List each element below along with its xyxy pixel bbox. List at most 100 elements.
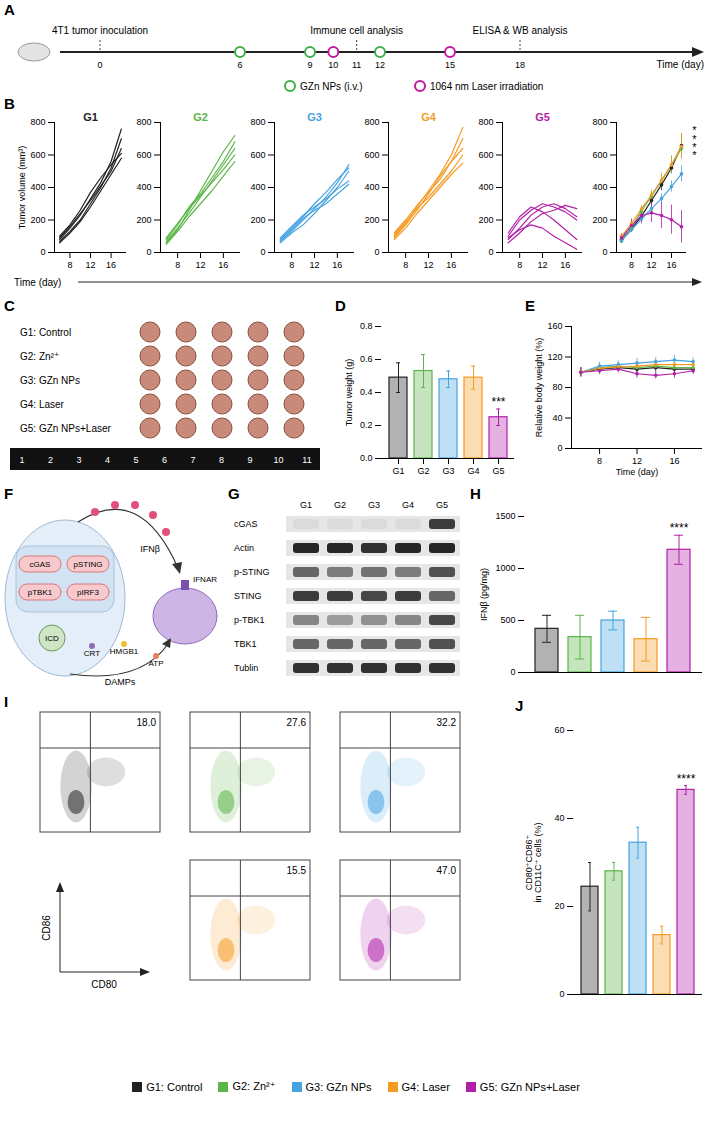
svg-text:DAMPs: DAMPs: [105, 677, 136, 687]
svg-text:G4: Laser: G4: Laser: [20, 399, 65, 410]
svg-text:16: 16: [666, 260, 676, 270]
svg-text:IFNAR: IFNAR: [193, 575, 217, 584]
svg-text:CD86: CD86: [41, 915, 52, 941]
svg-text:0: 0: [146, 247, 151, 257]
svg-text:47.0: 47.0: [437, 865, 457, 876]
svg-text:16: 16: [560, 260, 570, 270]
svg-text:IFNβ (pg/mg): IFNβ (pg/mg): [479, 568, 489, 621]
svg-text:STING: STING: [234, 591, 262, 601]
svg-text:0: 0: [374, 247, 379, 257]
svg-text:0: 0: [260, 247, 265, 257]
svg-text:G2: G2: [417, 466, 429, 476]
svg-text:600: 600: [136, 150, 151, 160]
svg-text:11: 11: [352, 60, 361, 70]
svg-text:200: 200: [250, 215, 265, 225]
svg-text:12: 12: [646, 260, 656, 270]
svg-text:G5: G5: [535, 111, 550, 123]
svg-text:0.4: 0.4: [360, 387, 373, 397]
svg-text:12: 12: [423, 260, 433, 270]
svg-text:G5: G5: [436, 500, 448, 510]
svg-text:800: 800: [364, 117, 379, 127]
svg-text:ATP: ATP: [149, 659, 164, 668]
svg-text:0: 0: [97, 60, 102, 70]
svg-text:IFNβ: IFNβ: [140, 544, 160, 554]
svg-text:0.8: 0.8: [360, 321, 373, 331]
svg-text:Tublin: Tublin: [234, 663, 258, 673]
svg-text:400: 400: [30, 182, 45, 192]
svg-text:15.5: 15.5: [287, 865, 307, 876]
svg-text:800: 800: [136, 117, 151, 127]
svg-text:HMGB1: HMGB1: [110, 647, 139, 656]
svg-text:p-TBK1: p-TBK1: [234, 615, 265, 625]
svg-text:Tumor volume (mm³): Tumor volume (mm³): [17, 146, 27, 230]
svg-text:Relative body weight (%): Relative body weight (%): [534, 338, 544, 438]
svg-text:10: 10: [328, 60, 338, 70]
svg-text:18.0: 18.0: [137, 717, 157, 728]
svg-text:Immune cell analysis: Immune cell analysis: [310, 25, 403, 36]
svg-text:5: 5: [133, 455, 138, 465]
svg-text:3: 3: [76, 455, 81, 465]
svg-text:800: 800: [478, 117, 493, 127]
svg-text:800: 800: [30, 117, 45, 127]
svg-text:400: 400: [136, 182, 151, 192]
svg-text:7: 7: [190, 455, 195, 465]
svg-text:CD80: CD80: [91, 979, 117, 990]
svg-text:800: 800: [250, 117, 265, 127]
svg-text:0: 0: [510, 667, 515, 677]
svg-text:8: 8: [289, 260, 294, 270]
svg-text:G3: G3: [368, 500, 380, 510]
svg-text:2: 2: [48, 455, 53, 465]
svg-text:16: 16: [106, 260, 116, 270]
svg-text:8: 8: [175, 260, 180, 270]
svg-text:200: 200: [478, 215, 493, 225]
svg-text:0.2: 0.2: [360, 420, 373, 430]
svg-text:8: 8: [597, 456, 602, 466]
svg-text:40: 40: [554, 813, 564, 823]
svg-text:G1: G1: [83, 111, 98, 123]
svg-text:400: 400: [592, 182, 607, 192]
svg-text:200: 200: [30, 215, 45, 225]
svg-text:Time (day): Time (day): [616, 467, 659, 477]
svg-text:0: 0: [602, 247, 607, 257]
svg-text:CRT: CRT: [84, 649, 100, 658]
svg-text:Actin: Actin: [234, 543, 254, 553]
svg-text:Tumor weight (g): Tumor weight (g): [344, 359, 354, 427]
svg-text:GZn NPs (i.v.): GZn NPs (i.v.): [300, 81, 363, 92]
svg-text:400: 400: [478, 182, 493, 192]
svg-text:****: ****: [692, 124, 697, 161]
svg-text:G4: G4: [402, 500, 414, 510]
svg-text:16: 16: [218, 260, 228, 270]
svg-text:4T1 tumor inoculation: 4T1 tumor inoculation: [52, 25, 148, 36]
svg-text:160: 160: [547, 321, 562, 331]
svg-text:12: 12: [195, 260, 205, 270]
svg-text:G5: GZn NPs+Laser: G5: GZn NPs+Laser: [20, 423, 112, 434]
svg-text:1: 1: [19, 455, 24, 465]
svg-text:500: 500: [500, 615, 515, 625]
svg-text:0: 0: [488, 247, 493, 257]
svg-text:G3: G3: [307, 111, 322, 123]
svg-text:800: 800: [592, 117, 607, 127]
svg-text:ICD: ICD: [45, 634, 59, 643]
svg-text:Time (day): Time (day): [14, 277, 61, 288]
svg-text:12: 12: [309, 260, 319, 270]
svg-text:****: ****: [677, 772, 696, 786]
svg-text:27.6: 27.6: [287, 717, 307, 728]
svg-text:p-STING: p-STING: [234, 567, 270, 577]
svg-text:cGAS: cGAS: [234, 519, 258, 529]
svg-text:0.0: 0.0: [360, 453, 373, 463]
svg-text:****: ****: [670, 521, 689, 535]
svg-text:G4: G4: [421, 111, 437, 123]
svg-text:Time (day): Time (day): [657, 59, 704, 70]
svg-text:8: 8: [629, 260, 634, 270]
svg-text:12: 12: [537, 260, 547, 270]
svg-text:G2: G2: [334, 500, 346, 510]
svg-text:cGAS: cGAS: [30, 560, 51, 569]
svg-text:G2: Zn²⁺: G2: Zn²⁺: [20, 351, 59, 362]
svg-text:200: 200: [364, 215, 379, 225]
svg-text:1064 nm Laser irradiation: 1064 nm Laser irradiation: [430, 81, 543, 92]
svg-text:8: 8: [67, 260, 72, 270]
svg-text:pSTING: pSTING: [74, 560, 103, 569]
svg-text:0: 0: [40, 247, 45, 257]
svg-text:400: 400: [364, 182, 379, 192]
svg-text:9: 9: [247, 455, 252, 465]
